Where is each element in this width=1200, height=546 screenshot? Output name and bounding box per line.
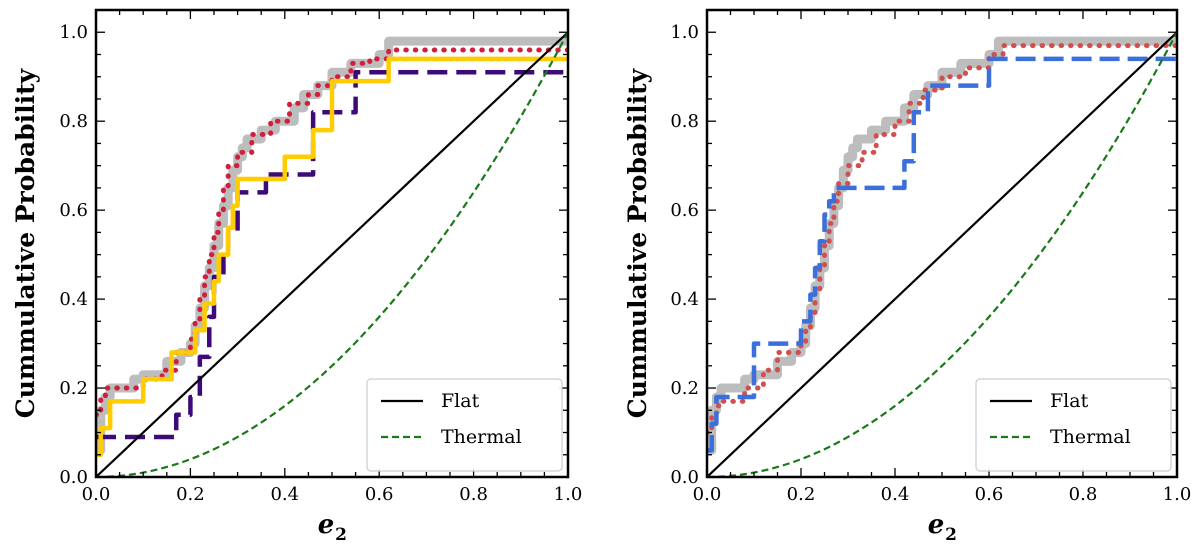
legend: Flat Thermal	[366, 378, 563, 472]
x-tick-label: 0.8	[1069, 484, 1098, 505]
legend-label-thermal: Thermal	[1050, 426, 1131, 448]
x-tick-label: 0.2	[787, 484, 816, 505]
plot-area	[96, 31, 568, 477]
legend-label-flat: Flat	[1050, 390, 1089, 412]
x-axis-title: e	[318, 510, 335, 540]
series-subset-salmon	[707, 43, 1177, 436]
y-axis-title: Cummulative Probability	[623, 67, 652, 418]
y-tick-label: 0.4	[670, 289, 699, 310]
x-tick-label: 0.8	[459, 484, 488, 505]
y-tick-label: 0.6	[670, 200, 699, 221]
series-subset-dotted	[96, 47, 568, 418]
series-flat	[707, 31, 1177, 477]
legend: Flat Thermal	[975, 378, 1172, 472]
y-axis-title: Cummulative Probability	[11, 67, 40, 418]
y-tick-label: 0.6	[59, 200, 88, 221]
y-tick-label: 0.2	[670, 378, 699, 399]
x-tick-label: 0.2	[176, 484, 205, 505]
y-tick-label: 1.0	[59, 22, 88, 43]
series-thermal	[96, 31, 568, 477]
x-axis-title-subscript: 2	[335, 525, 347, 545]
x-tick-label: 1.0	[554, 484, 583, 505]
y-tick-label: 0.4	[59, 289, 88, 310]
x-tick-label: 0.4	[881, 484, 910, 505]
y-tick-label: 0.0	[59, 467, 88, 488]
x-tick-label: 0.6	[975, 484, 1004, 505]
y-tick-label: 0.8	[59, 111, 88, 132]
legend-label-flat: Flat	[441, 390, 480, 412]
x-tick-label: 0.6	[365, 484, 394, 505]
left-chart-panel: 0.0 0.2 0.4 0.6 0.8 1.0 0.0 0.2 0.4 0.6 0.8 1.0 e 2 Cu…	[11, 8, 583, 545]
series-flat	[96, 31, 568, 477]
y-tick-label: 0.2	[59, 378, 88, 399]
x-tick-label: 0.0	[82, 484, 111, 505]
y-tick-label: 1.0	[670, 22, 699, 43]
x-tick-label: 0.4	[270, 484, 299, 505]
series-subset-blue	[707, 56, 1177, 453]
x-axis-title: e	[928, 510, 945, 540]
x-tick-label: 1.0	[1163, 484, 1192, 505]
plot-area	[707, 31, 1177, 477]
series-subset-solid	[96, 56, 568, 458]
y-tick-label: 0.8	[670, 111, 699, 132]
y-tick-label: 0.0	[670, 467, 699, 488]
series-thermal	[707, 31, 1177, 477]
right-chart-panel: 0.0 0.2 0.4 0.6 0.8 1.0 0.0 0.2 0.4 0.6 0.8 1.0 e 2 Cu…	[623, 8, 1192, 545]
x-tick-label: 0.0	[693, 484, 722, 505]
x-axis-title-subscript: 2	[945, 525, 957, 545]
legend-label-thermal: Thermal	[441, 426, 522, 448]
